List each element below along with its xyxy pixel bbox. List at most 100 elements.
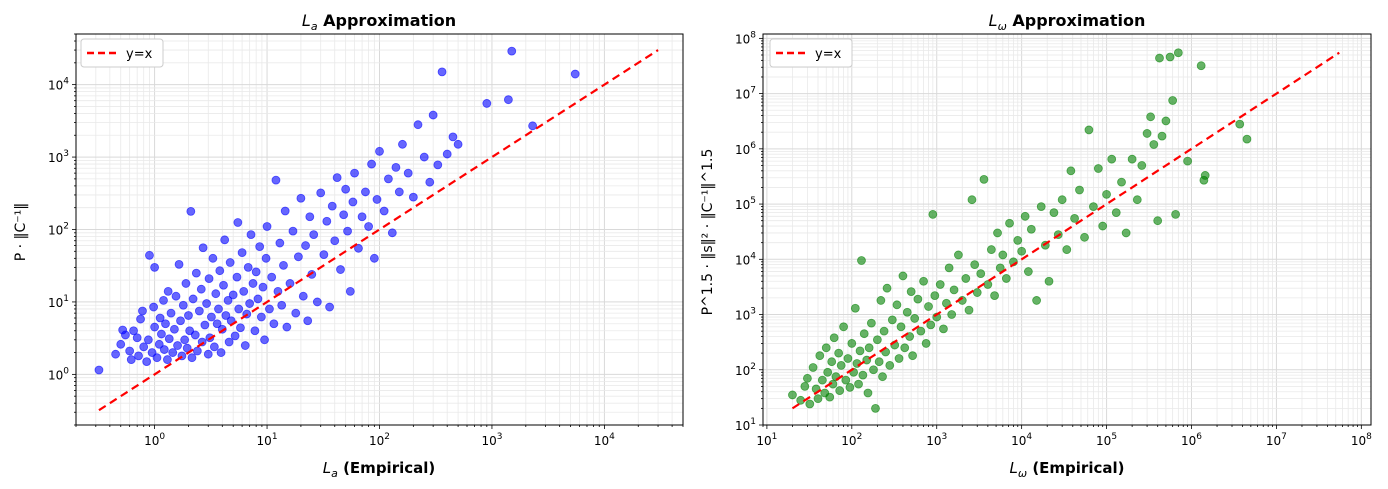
left-legend-label: y=x bbox=[126, 47, 153, 62]
right-scatter-point bbox=[850, 303, 860, 313]
left-scatter-point bbox=[225, 258, 235, 267]
left-scatter-point bbox=[305, 212, 315, 222]
right-scatter-point bbox=[1001, 274, 1011, 283]
left-scatter-point bbox=[246, 230, 256, 240]
left-scatter-point bbox=[163, 355, 172, 364]
left-scatter-point bbox=[176, 316, 185, 326]
left-scatter-point bbox=[262, 222, 272, 231]
left-scatter-point bbox=[149, 302, 159, 312]
left-legend: y=x bbox=[80, 38, 164, 68]
right-y-tick-label: 108 bbox=[735, 30, 756, 46]
left-scatter-point bbox=[132, 333, 142, 343]
left-scatter-point bbox=[129, 326, 138, 336]
left-scatter-point bbox=[350, 168, 359, 178]
right-scatter-point bbox=[843, 354, 853, 363]
right-scatter-point bbox=[821, 343, 831, 353]
left-plot-panel: La Approximation 100 101 102 103 104 100 101 1… bbox=[13, 11, 684, 480]
left-scatter-point bbox=[157, 329, 166, 339]
left-y-tick-label: 104 bbox=[48, 77, 69, 93]
left-scatter-point bbox=[255, 242, 265, 252]
right-scatter-point bbox=[916, 326, 926, 336]
right-plot-area bbox=[762, 33, 1372, 426]
left-scatter-point bbox=[503, 95, 513, 105]
left-scatter-point bbox=[375, 146, 384, 156]
right-scatter-point bbox=[1183, 156, 1192, 166]
right-scatter-point bbox=[935, 280, 945, 289]
left-scatter-point bbox=[367, 159, 376, 169]
right-scatter-point bbox=[898, 271, 908, 281]
left-scatter-point bbox=[280, 206, 290, 216]
left-scatter-point bbox=[186, 206, 196, 216]
right-scatter-point bbox=[1102, 189, 1111, 199]
right-scatter-point bbox=[900, 343, 910, 353]
right-y-axis-label: P^1.5 · ‖s‖² · ‖C⁻¹‖^1.5 bbox=[700, 149, 716, 316]
left-scatter-point bbox=[221, 311, 231, 320]
left-scatter-point bbox=[150, 322, 159, 332]
left-scatter-point bbox=[243, 262, 253, 272]
left-scatter-point bbox=[267, 272, 277, 282]
right-scatter-point bbox=[827, 357, 837, 367]
left-x-tick-label: 100 bbox=[144, 432, 165, 448]
right-x-tick-label: 108 bbox=[1351, 432, 1372, 448]
right-scatter-point bbox=[874, 357, 884, 367]
left-scatter-point bbox=[116, 339, 126, 349]
right-scatter-point bbox=[1098, 221, 1108, 231]
left-scatter-point bbox=[240, 341, 250, 350]
right-plot-title: Lω Approximation bbox=[989, 11, 1146, 33]
right-scatter-point bbox=[1153, 216, 1163, 226]
left-scatter-point bbox=[248, 279, 258, 288]
left-scatter-point bbox=[448, 132, 458, 142]
right-scatter-point bbox=[921, 339, 931, 348]
right-scatter-point bbox=[882, 283, 892, 293]
right-scatter-point bbox=[993, 228, 1002, 238]
left-scatter-point bbox=[191, 268, 201, 278]
left-scatter-point bbox=[277, 300, 287, 310]
left-scatter-point bbox=[261, 253, 271, 263]
right-scatter-point bbox=[961, 274, 971, 283]
right-scatter-point bbox=[928, 210, 938, 219]
right-scatter-point bbox=[964, 305, 974, 315]
left-scatter-point bbox=[138, 306, 147, 316]
right-scatter-point bbox=[1127, 154, 1137, 164]
right-scatter-point bbox=[902, 307, 912, 317]
right-scatter-point bbox=[788, 390, 797, 400]
right-scatter-point bbox=[972, 288, 982, 297]
left-scatter-point bbox=[260, 335, 269, 345]
left-scatter-point bbox=[111, 349, 121, 359]
left-scatter-point bbox=[354, 243, 363, 253]
right-scatter-point bbox=[825, 392, 835, 402]
right-scatter-point bbox=[1070, 214, 1079, 223]
left-scatter-point bbox=[271, 175, 281, 185]
left-x-tick-label: 104 bbox=[594, 432, 615, 448]
left-scatter-point bbox=[212, 319, 222, 329]
left-scatter-point bbox=[216, 348, 226, 357]
right-scatter-point bbox=[1149, 140, 1159, 149]
left-scatter-point bbox=[251, 267, 261, 277]
right-scatter-point bbox=[1165, 52, 1175, 62]
left-scatter-point bbox=[394, 187, 404, 197]
left-scatter-point bbox=[269, 319, 279, 329]
right-scatter-point bbox=[1121, 228, 1131, 238]
left-scatter-point bbox=[293, 252, 303, 262]
right-scatter-point bbox=[924, 302, 933, 311]
left-scatter-point bbox=[207, 312, 216, 322]
right-scatter-point bbox=[1084, 125, 1094, 135]
right-scatter-point bbox=[885, 360, 895, 370]
left-scatter-point bbox=[291, 308, 301, 318]
left-scatter-point bbox=[343, 226, 352, 236]
left-scatter-point bbox=[125, 346, 135, 356]
left-scatter-point bbox=[200, 320, 210, 330]
right-scatter-point bbox=[1049, 208, 1059, 218]
right-scatter-point bbox=[892, 300, 902, 310]
left-scatter-point bbox=[94, 365, 104, 375]
left-scatter-point bbox=[220, 235, 230, 245]
right-scatter-point bbox=[841, 375, 851, 385]
left-scatter-point bbox=[330, 236, 340, 246]
left-scatter-point bbox=[413, 120, 423, 130]
right-scatter-point bbox=[913, 294, 923, 304]
left-scatter-point bbox=[230, 331, 240, 341]
left-scatter-point bbox=[196, 284, 206, 294]
right-scatter-point bbox=[1111, 208, 1121, 218]
left-scatter-point bbox=[253, 294, 263, 304]
left-scatter-point bbox=[219, 280, 228, 290]
